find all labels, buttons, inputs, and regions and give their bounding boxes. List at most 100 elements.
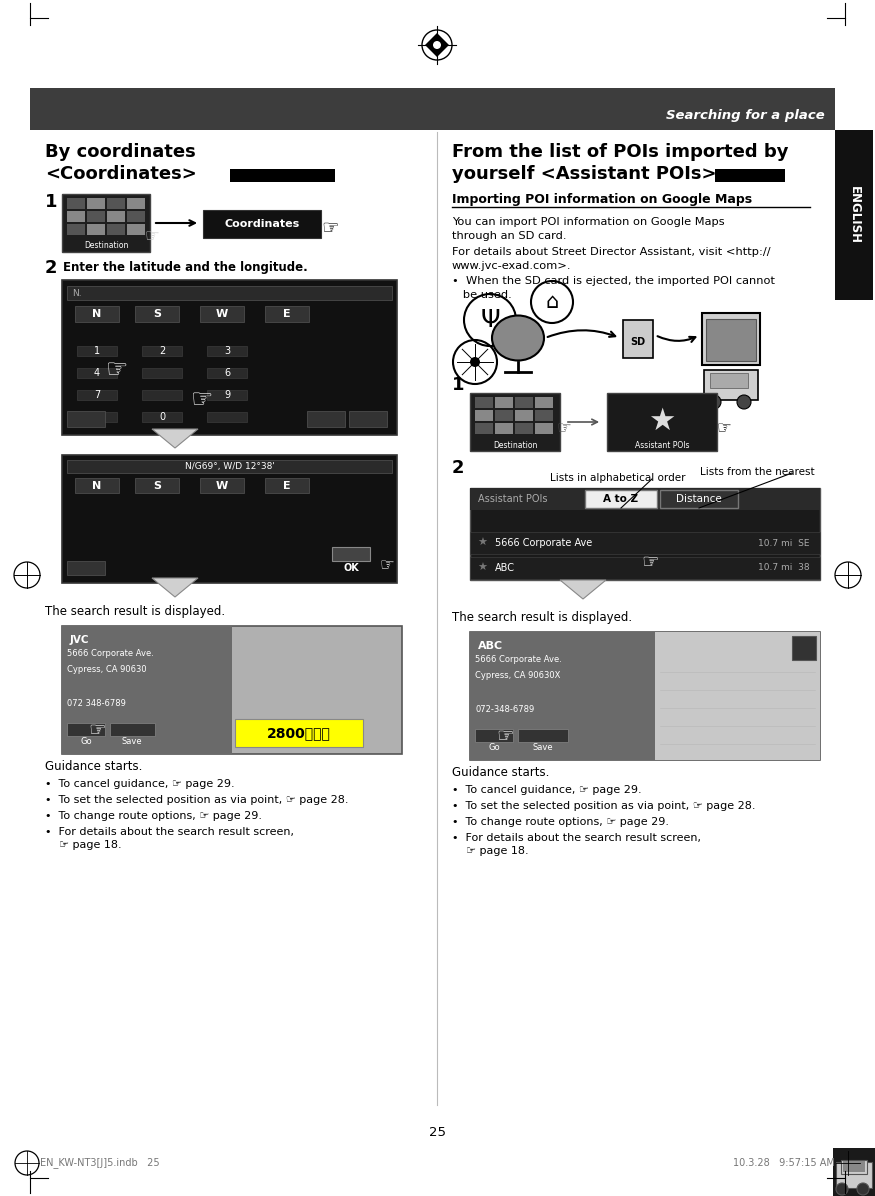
Text: Destination: Destination bbox=[84, 242, 129, 250]
Bar bbox=[515, 423, 533, 434]
Bar bbox=[706, 319, 756, 361]
Text: ☞: ☞ bbox=[88, 720, 106, 739]
Bar bbox=[265, 306, 309, 322]
Text: Go: Go bbox=[80, 738, 92, 746]
Text: You can import POI information on Google Maps: You can import POI information on Google… bbox=[452, 216, 724, 227]
Bar bbox=[135, 478, 179, 493]
Bar bbox=[67, 561, 105, 575]
Text: be used.: be used. bbox=[452, 289, 512, 300]
Bar bbox=[660, 490, 738, 508]
Text: •  To set the selected position as via point, ☞ page 28.: • To set the selected position as via po… bbox=[45, 795, 348, 805]
Text: yourself <Assistant POIs>: yourself <Assistant POIs> bbox=[452, 165, 717, 183]
Text: From the list of POIs imported by: From the list of POIs imported by bbox=[452, 144, 788, 161]
Text: www.jvc-exad.com>.: www.jvc-exad.com>. bbox=[452, 261, 571, 271]
Text: Save: Save bbox=[533, 744, 553, 752]
Text: W: W bbox=[216, 481, 228, 492]
Text: ☞: ☞ bbox=[191, 388, 214, 411]
Bar bbox=[535, 423, 553, 434]
Bar bbox=[135, 306, 179, 322]
Bar bbox=[107, 210, 125, 222]
Bar bbox=[230, 169, 335, 182]
Text: N.: N. bbox=[72, 288, 81, 298]
Text: N/G69°, W/D 12°38': N/G69°, W/D 12°38' bbox=[185, 463, 275, 471]
Bar bbox=[841, 1160, 867, 1174]
Bar bbox=[77, 346, 117, 356]
Text: S: S bbox=[153, 309, 161, 319]
Bar bbox=[475, 410, 493, 421]
Bar bbox=[623, 321, 653, 358]
Bar bbox=[107, 199, 125, 209]
Bar bbox=[515, 410, 533, 421]
Text: 25: 25 bbox=[429, 1127, 445, 1140]
Bar bbox=[62, 454, 397, 582]
Text: ENGLISH: ENGLISH bbox=[848, 187, 860, 244]
Bar bbox=[710, 373, 748, 388]
Bar bbox=[470, 488, 820, 580]
Text: ☞: ☞ bbox=[106, 358, 129, 382]
Bar bbox=[792, 636, 816, 660]
Bar bbox=[307, 411, 345, 427]
Bar bbox=[142, 390, 182, 399]
Text: The search result is displayed.: The search result is displayed. bbox=[452, 611, 632, 624]
Bar bbox=[475, 730, 513, 742]
Text: ☞: ☞ bbox=[321, 219, 339, 238]
Text: ★: ★ bbox=[477, 538, 487, 548]
Text: ☞: ☞ bbox=[380, 556, 395, 574]
Bar bbox=[535, 410, 553, 421]
Bar bbox=[75, 306, 119, 322]
Text: Cypress, CA 90630: Cypress, CA 90630 bbox=[67, 665, 147, 675]
Bar bbox=[67, 224, 85, 234]
Bar bbox=[127, 210, 145, 222]
Text: 4: 4 bbox=[94, 368, 100, 378]
Bar bbox=[585, 490, 657, 508]
Text: ABC: ABC bbox=[495, 563, 515, 573]
Bar bbox=[515, 397, 533, 408]
Bar bbox=[75, 478, 119, 493]
Circle shape bbox=[737, 395, 751, 409]
Text: 3: 3 bbox=[224, 346, 230, 356]
Bar bbox=[702, 313, 760, 365]
Bar bbox=[207, 411, 247, 422]
Text: E: E bbox=[284, 309, 290, 319]
Text: By coordinates: By coordinates bbox=[45, 144, 196, 161]
Text: •  To cancel guidance, ☞ page 29.: • To cancel guidance, ☞ page 29. bbox=[452, 785, 641, 795]
Text: OK: OK bbox=[343, 563, 359, 573]
Bar bbox=[836, 1163, 872, 1188]
Text: ☞: ☞ bbox=[717, 419, 732, 437]
Text: 5666 Corporate Ave.: 5666 Corporate Ave. bbox=[67, 648, 154, 658]
Bar bbox=[843, 1161, 865, 1172]
Text: S: S bbox=[153, 481, 161, 492]
Bar bbox=[475, 397, 493, 408]
Text: Assistant POIs: Assistant POIs bbox=[478, 494, 548, 504]
Text: W: W bbox=[216, 309, 228, 319]
Bar bbox=[142, 411, 182, 422]
Text: Coordinates: Coordinates bbox=[224, 219, 299, 228]
Bar bbox=[62, 626, 402, 753]
Text: •  To cancel guidance, ☞ page 29.: • To cancel guidance, ☞ page 29. bbox=[45, 779, 235, 789]
Bar bbox=[62, 280, 397, 435]
Bar bbox=[203, 210, 321, 238]
Text: E: E bbox=[284, 481, 290, 492]
Text: 1: 1 bbox=[45, 193, 58, 210]
Bar bbox=[207, 368, 247, 378]
Circle shape bbox=[857, 1183, 869, 1195]
Bar bbox=[495, 397, 513, 408]
Bar bbox=[127, 224, 145, 234]
Text: EN_KW-NT3[J]5.indb   25: EN_KW-NT3[J]5.indb 25 bbox=[40, 1158, 159, 1168]
Bar bbox=[77, 368, 117, 378]
Text: 5666 Corporate Ave.: 5666 Corporate Ave. bbox=[475, 654, 562, 664]
Text: ☞ page 18.: ☞ page 18. bbox=[452, 846, 528, 856]
Circle shape bbox=[836, 1183, 848, 1195]
Text: through an SD card.: through an SD card. bbox=[452, 231, 566, 242]
Bar bbox=[142, 346, 182, 356]
Text: ☞: ☞ bbox=[641, 553, 659, 572]
Text: ABC: ABC bbox=[478, 641, 503, 651]
Text: <Coordinates>: <Coordinates> bbox=[45, 165, 197, 183]
Text: N: N bbox=[93, 481, 102, 492]
Text: Distance: Distance bbox=[676, 494, 722, 504]
Text: For details about Street Director Assistant, visit <http://: For details about Street Director Assist… bbox=[452, 248, 771, 257]
Text: Ψ: Ψ bbox=[480, 309, 500, 332]
Text: N: N bbox=[93, 309, 102, 319]
Bar bbox=[833, 1148, 875, 1196]
Text: Lists from the nearest: Lists from the nearest bbox=[700, 466, 815, 477]
